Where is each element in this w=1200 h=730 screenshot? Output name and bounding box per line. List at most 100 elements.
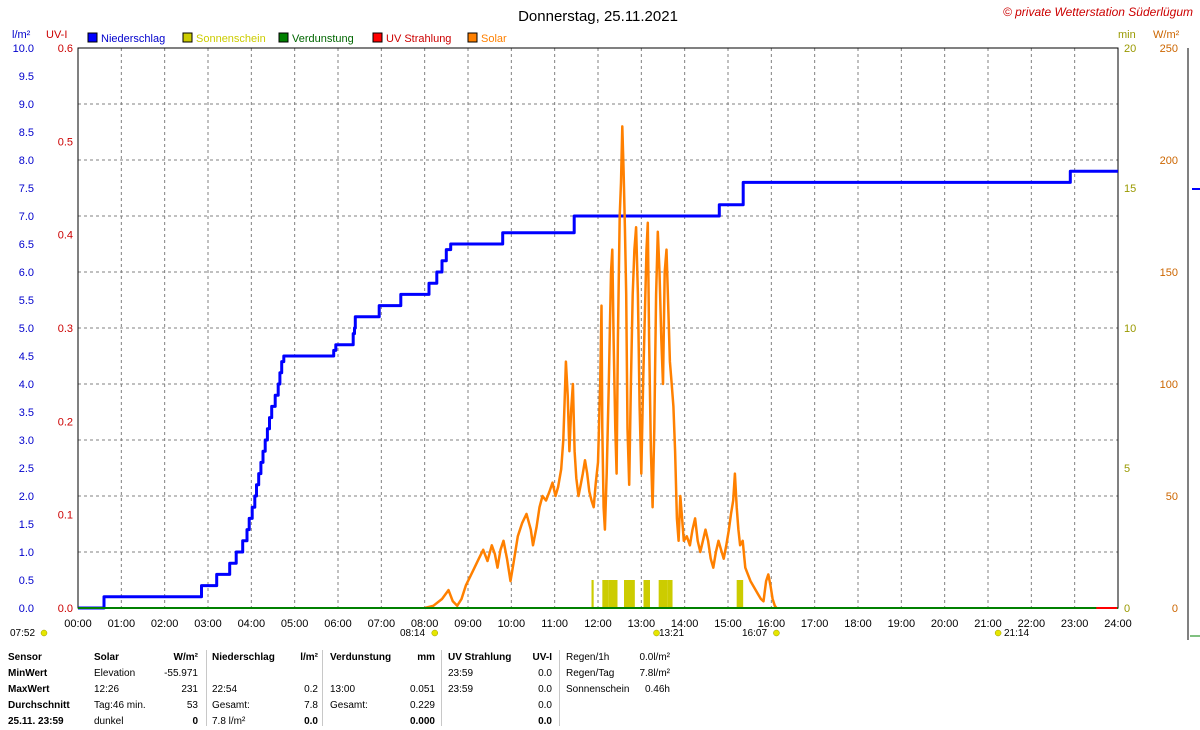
sunshine-bar bbox=[608, 580, 618, 608]
uv-tick-label: 0.5 bbox=[58, 136, 73, 148]
legend-label: Sonnenschein bbox=[196, 33, 266, 45]
sunshine-bar bbox=[602, 580, 609, 608]
uv-tick-label: 0.2 bbox=[58, 416, 73, 428]
table-cell-rain-a: 22:54 bbox=[212, 684, 238, 695]
left-unit-rain: l/m² bbox=[12, 29, 31, 41]
time-tick-label: 14:00 bbox=[671, 618, 699, 630]
time-tick-label: 09:00 bbox=[454, 618, 482, 630]
time-tick-label: 21:00 bbox=[974, 618, 1002, 630]
time-tick-label: 13:00 bbox=[628, 618, 656, 630]
table-cell-rain-b: 0.2 bbox=[304, 684, 318, 695]
legend-swatch bbox=[87, 32, 98, 43]
time-tick-label: 04:00 bbox=[238, 618, 266, 630]
table-cell-evap-b: 0.051 bbox=[409, 684, 435, 695]
legend-label: Niederschlag bbox=[101, 33, 165, 45]
legend-label: Verdunstung bbox=[292, 33, 354, 45]
time-axis-ticks: 00:00 01:00 02:00 03:00 04:00 05:00 06:00 07:00… bbox=[64, 618, 1132, 630]
rain-tick-label: 8.5 bbox=[19, 127, 34, 139]
sun-event-marker bbox=[994, 629, 1002, 637]
time-tick-label: 06:00 bbox=[324, 618, 352, 630]
legend-label: UV Strahlung bbox=[386, 33, 451, 45]
time-tick-label: 03:00 bbox=[194, 618, 222, 630]
solar-tick-label: 250 bbox=[1160, 43, 1178, 55]
sun-event-label: 07:52 bbox=[10, 628, 35, 639]
table-cell-solar-b: 0 bbox=[192, 716, 198, 727]
series-line-solar bbox=[424, 125, 778, 610]
rain-tick-label: 0.0 bbox=[19, 603, 34, 615]
rain-tick-label: 10.0 bbox=[13, 43, 34, 55]
rain-tick-label: 5.0 bbox=[19, 323, 34, 335]
table-cell-ext-b: 7.8l/m² bbox=[639, 668, 670, 679]
time-tick-label: 20:00 bbox=[931, 618, 959, 630]
table-cell-evap-b: 0.229 bbox=[409, 700, 435, 711]
sun-event-label: 13:21 bbox=[659, 628, 684, 639]
time-tick-label: 07:00 bbox=[368, 618, 396, 630]
uv-tick-label: 0.0 bbox=[58, 603, 73, 615]
rain-tick-label: 7.0 bbox=[19, 211, 34, 223]
time-tick-label: 10:00 bbox=[498, 618, 526, 630]
legend-label: Solar bbox=[481, 33, 507, 45]
time-tick-label: 02:00 bbox=[151, 618, 179, 630]
uv-tick-label: 0.1 bbox=[58, 510, 73, 522]
table-separator bbox=[322, 650, 323, 726]
table-cell-rain-b: l/m² bbox=[300, 652, 318, 663]
sun-event-label: 21:14 bbox=[1004, 628, 1029, 639]
table-cell-uv-b: 0.0 bbox=[538, 684, 552, 695]
sun-event-marker bbox=[40, 629, 48, 637]
table-cell-uv-b: 0.0 bbox=[538, 700, 552, 711]
table-cell-uv-b: 0.0 bbox=[538, 716, 552, 727]
rain-tick-label: 5.5 bbox=[19, 295, 34, 307]
table-cell-solar-a: Solar bbox=[94, 652, 120, 663]
chart-title: Donnerstag, 25.11.2021 bbox=[518, 8, 678, 25]
series-line-niederschlag bbox=[78, 169, 1118, 610]
table-cell-label: Durchschnitt bbox=[8, 700, 70, 711]
sunshine-bar bbox=[591, 580, 594, 608]
rain-tick-label: 2.0 bbox=[19, 491, 34, 503]
table-separator bbox=[206, 650, 207, 726]
uv-tick-label: 0.4 bbox=[58, 230, 73, 242]
legend-swatch bbox=[182, 32, 193, 43]
time-tick-label: 23:00 bbox=[1061, 618, 1089, 630]
table-cell-evap-b: mm bbox=[417, 652, 435, 663]
sunshine-bar bbox=[667, 580, 673, 608]
solar-tick-label: 100 bbox=[1160, 379, 1178, 391]
sun-event-label: 16:07 bbox=[742, 628, 767, 639]
table-cell-uv-a: 23:59 bbox=[448, 684, 474, 695]
sun-event-marker bbox=[773, 629, 780, 637]
sunshine-bar bbox=[624, 580, 635, 608]
table-cell-rain-a: Gesamt: bbox=[212, 700, 250, 711]
rain-tick-label: 9.5 bbox=[19, 71, 34, 83]
rain-tick-label: 1.0 bbox=[19, 547, 34, 559]
legend-swatch bbox=[467, 32, 478, 43]
left-axis-ticks: 0.0 0.5 1.0 1.5 2.0 2.5 3.0 3.5 4.0 4.5 5.0 5.5 6.0 6… bbox=[13, 43, 73, 615]
sun-tick-label: 5 bbox=[1124, 463, 1130, 475]
table-cell-uv-a: 23:59 bbox=[448, 668, 474, 679]
scrollbar-marks bbox=[1187, 48, 1200, 640]
rain-tick-label: 0.5 bbox=[19, 575, 34, 587]
table-cell-solar-b: -55.971 bbox=[164, 668, 198, 679]
table-cell-evap-a: Gesamt: bbox=[330, 700, 368, 711]
table-cell-ext-a: Regen/1h bbox=[566, 652, 610, 663]
solar-tick-label: 150 bbox=[1160, 267, 1178, 279]
time-tick-label: 17:00 bbox=[801, 618, 829, 630]
table-cell-evap-a: Verdunstung bbox=[330, 652, 392, 663]
time-tick-label: 08:00 bbox=[411, 618, 439, 630]
table-cell-ext-b: 0.0l/m² bbox=[639, 652, 670, 663]
sunshine-bar bbox=[643, 580, 650, 608]
time-tick-label: 01:00 bbox=[108, 618, 136, 630]
sun-tick-label: 20 bbox=[1124, 43, 1136, 55]
weather-chart: Donnerstag, 25.11.2021 © private Wetters… bbox=[10, 5, 1200, 640]
time-tick-label: 00:00 bbox=[64, 618, 92, 630]
table-cell-solar-b: 231 bbox=[181, 684, 198, 695]
right-unit-solar: W/m² bbox=[1153, 29, 1180, 41]
table-cell-uv-a: UV Strahlung bbox=[448, 652, 512, 663]
sun-tick-label: 10 bbox=[1124, 323, 1136, 335]
sun-event-marker bbox=[653, 629, 660, 637]
time-tick-label: 19:00 bbox=[888, 618, 916, 630]
time-tick-label: 22:00 bbox=[1018, 618, 1046, 630]
time-tick-label: 12:00 bbox=[584, 618, 612, 630]
table-cell-rain-b: 0.0 bbox=[304, 716, 318, 727]
table-cell-solar-a: Elevation bbox=[94, 668, 136, 679]
uv-tick-label: 0.3 bbox=[58, 323, 73, 335]
time-tick-label: 15:00 bbox=[714, 618, 742, 630]
